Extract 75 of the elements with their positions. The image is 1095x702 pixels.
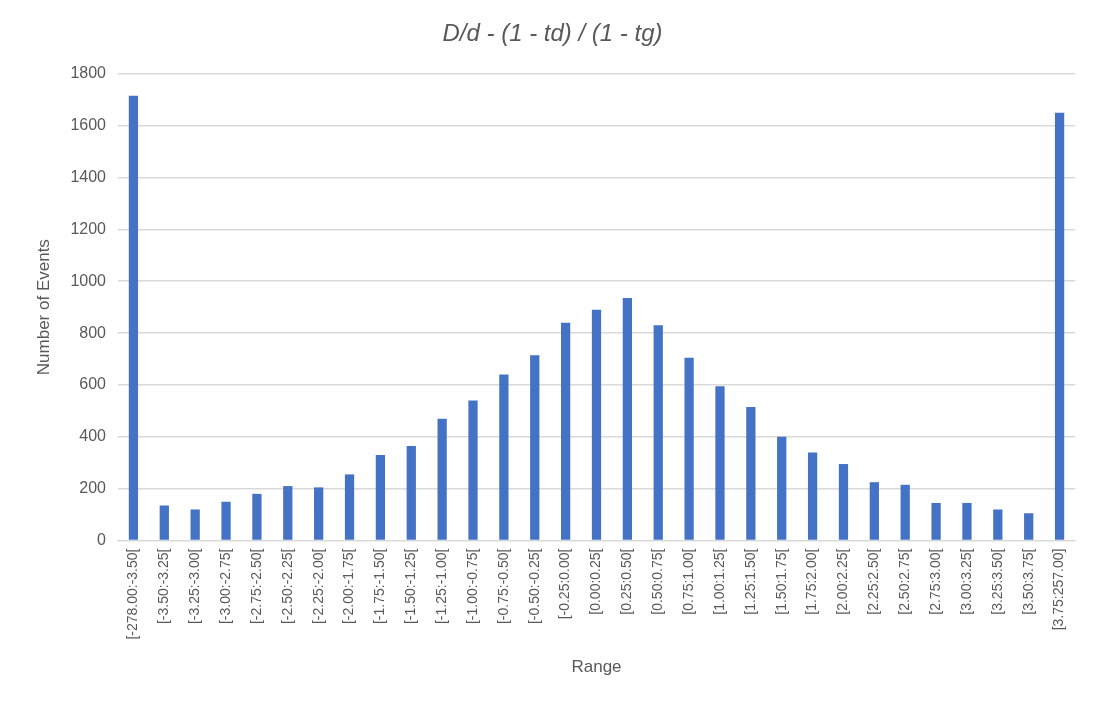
x-tick-label: [3.00:3.25[ — [957, 548, 974, 615]
bar — [190, 509, 200, 540]
y-tick-label: 0 — [97, 530, 107, 548]
bar — [715, 386, 725, 540]
bar — [1024, 513, 1034, 540]
x-tick-label: [0.00:0.25[ — [587, 548, 604, 615]
bar — [746, 407, 756, 540]
x-tick-label: [-2.50:-2.25[ — [278, 548, 295, 625]
y-tick-label: 1400 — [70, 167, 107, 185]
bar — [653, 325, 663, 540]
x-tick-label: [-3.00:-2.75[ — [216, 548, 233, 625]
x-tick-label: [0.50:0.75[ — [649, 548, 666, 615]
x-tick-label: [-1.50:-1.25[ — [402, 548, 419, 625]
x-tick-label: [-0.75:-0.50[ — [494, 548, 511, 625]
x-tick-label: [3.50:3.75[ — [1019, 548, 1036, 615]
x-tick-label: [-2.75:-2.50[ — [247, 548, 264, 625]
x-tick-label: [-3.25:-3.00[ — [186, 548, 203, 625]
x-tick-label: [-1.00:-0.75[ — [463, 548, 480, 625]
bar — [283, 486, 293, 540]
y-tick-label: 1600 — [70, 116, 107, 134]
x-tick-label: [0.25:0.50[ — [618, 548, 635, 615]
x-tick-label: [-0.50:-0.25[ — [525, 548, 542, 625]
y-tick-label: 200 — [79, 479, 107, 497]
x-tick-label: [-0.25:0.00[ — [556, 548, 573, 620]
bar — [838, 464, 849, 540]
x-tick-label: [2.25:2.50[ — [865, 548, 882, 615]
y-tick-label: 400 — [79, 427, 107, 445]
x-tick-label: [1.75:2.00[ — [803, 548, 820, 615]
bar — [159, 505, 169, 540]
bar — [499, 374, 509, 540]
bar — [807, 452, 818, 540]
bar — [869, 482, 879, 540]
x-tick-label: [2.50:2.75[ — [896, 548, 913, 615]
x-tick-label: [1.25:1.50[ — [741, 548, 758, 615]
x-tick-label: [-3.50:-3.25[ — [155, 548, 172, 625]
bar — [468, 400, 478, 540]
y-tick-label: 800 — [79, 323, 107, 341]
y-tick-label: 600 — [79, 375, 107, 393]
bar — [1054, 112, 1065, 540]
bar — [931, 502, 941, 540]
bar — [962, 502, 972, 540]
x-tick-label: [-1.25:-1.00[ — [433, 548, 449, 625]
bar — [128, 95, 139, 540]
bar — [561, 322, 571, 540]
bar — [437, 418, 447, 540]
x-tick-label: [3.25:3.50[ — [988, 548, 1005, 615]
bar — [777, 436, 787, 540]
x-tick-label: [3.75:257.00] — [1050, 548, 1067, 631]
bar — [406, 445, 416, 540]
bar — [221, 501, 231, 540]
chart-title: D/d - (1 - td) / (1 - tg) — [442, 19, 663, 47]
bar — [314, 487, 324, 540]
x-tick-label: [1.00:1.25[ — [710, 548, 727, 615]
x-tick-label: [-2.25:-2.00[ — [309, 548, 326, 625]
y-axis-title: Number of Events — [33, 239, 53, 376]
bar — [591, 309, 602, 540]
bar — [252, 493, 262, 540]
x-axis-title: Range — [571, 657, 622, 677]
bar — [622, 298, 632, 540]
y-tick-label: 1000 — [70, 271, 107, 289]
bar — [993, 509, 1003, 540]
x-tick-label: [-1.75:-1.50[ — [371, 548, 388, 625]
bar — [344, 474, 355, 540]
y-tick-label: 1200 — [70, 219, 107, 237]
bar — [900, 484, 910, 540]
x-tick-label: [-278.00:-3.50[ — [124, 548, 141, 640]
x-tick-label: [2.75:3.00[ — [926, 548, 943, 615]
x-tick-label: [0.75:1.00[ — [679, 548, 696, 615]
bar — [530, 355, 540, 540]
x-tick-label: [-2.00:-1.75[ — [340, 548, 357, 625]
x-tick-label: [1.50:1.75[ — [772, 548, 789, 615]
bar — [375, 454, 386, 540]
x-tick-label: [2.00:2.25[ — [834, 548, 851, 615]
bar — [684, 357, 694, 540]
y-tick-label: 1800 — [70, 64, 107, 82]
